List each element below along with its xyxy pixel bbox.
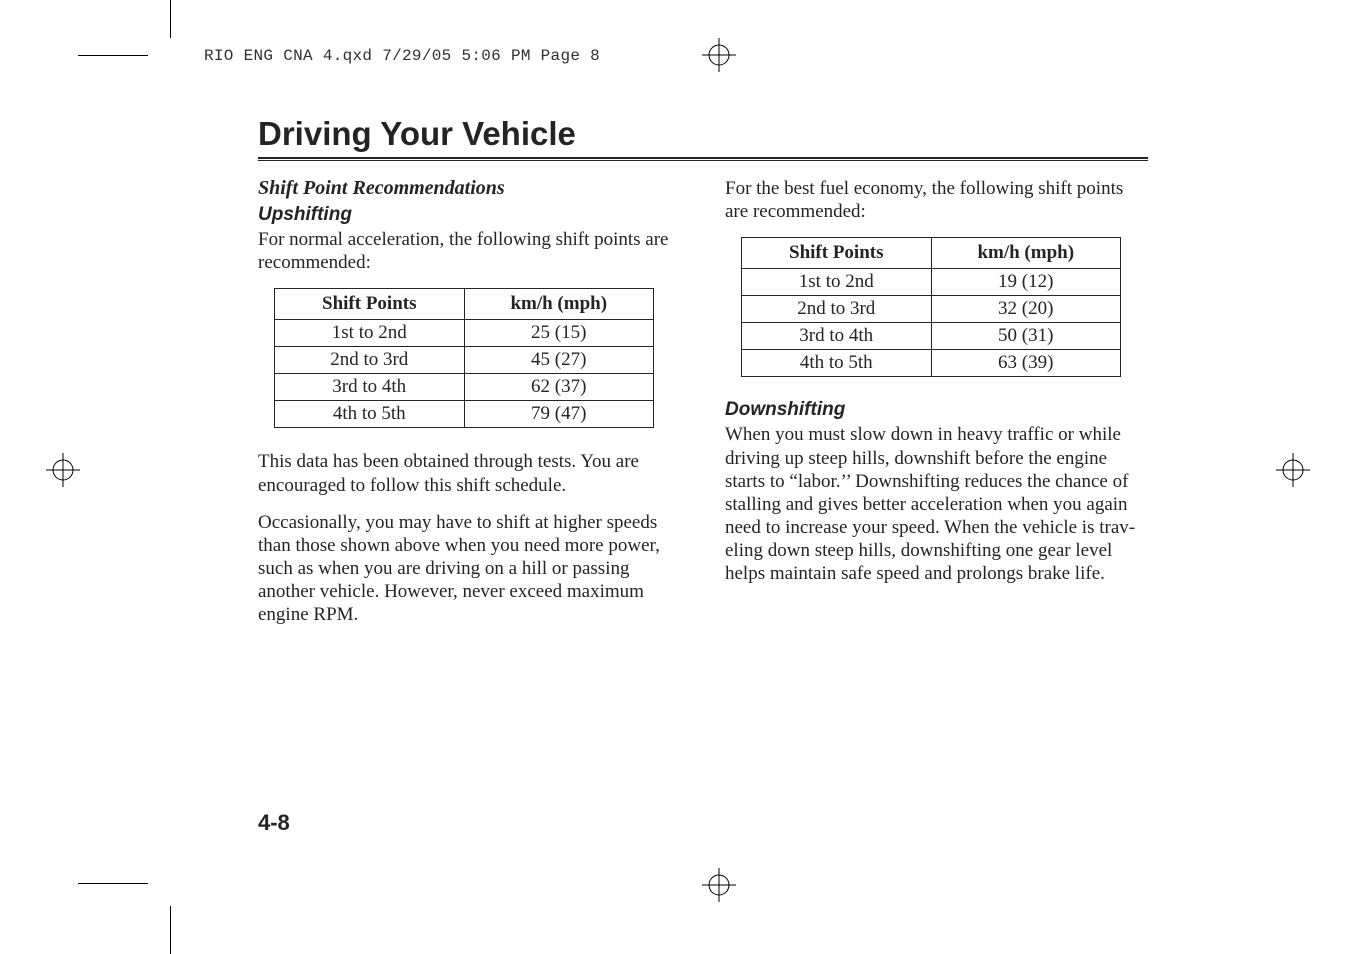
table-cell: 1st to 2nd <box>275 320 465 347</box>
right-column: For the best fuel economy, the following… <box>725 177 1148 641</box>
table-header-cell: Shift Points <box>275 289 465 320</box>
table-row: 1st to 2nd25 (15) <box>275 320 654 347</box>
table-header-row: Shift Points km/h (mph) <box>275 289 654 320</box>
table-cell: 1st to 2nd <box>742 269 932 296</box>
crop-mark <box>170 906 171 954</box>
table-row: 4th to 5th63 (39) <box>742 350 1121 377</box>
registration-mark-icon <box>702 38 736 72</box>
table-cell: 62 (37) <box>464 374 654 401</box>
subsection-heading: Downshifting <box>725 399 1148 421</box>
table-cell: 2nd to 3rd <box>742 296 932 323</box>
table-row: 2nd to 3rd45 (27) <box>275 347 654 374</box>
crop-mark <box>170 0 171 38</box>
crop-mark <box>78 883 148 884</box>
shift-points-table-fuel-economy: Shift Points km/h (mph) 1st to 2nd19 (12… <box>741 237 1121 377</box>
page-title: Driving Your Vehicle <box>258 115 1148 153</box>
table-cell: 3rd to 4th <box>742 323 932 350</box>
body-paragraph: When you must slow down in heavy traffic… <box>725 423 1148 585</box>
body-paragraph: For normal acceleration, the following s… <box>258 228 681 274</box>
page-content: Driving Your Vehicle Shift Point Recomme… <box>258 115 1148 641</box>
crop-mark <box>78 55 148 56</box>
table-cell: 3rd to 4th <box>275 374 465 401</box>
shift-points-table-normal: Shift Points km/h (mph) 1st to 2nd25 (15… <box>274 288 654 428</box>
body-paragraph: For the best fuel economy, the following… <box>725 177 1148 223</box>
table-row: 1st to 2nd19 (12) <box>742 269 1121 296</box>
table-header-cell: Shift Points <box>742 238 932 269</box>
table-cell: 4th to 5th <box>742 350 932 377</box>
table-row: 3rd to 4th50 (31) <box>742 323 1121 350</box>
table-cell: 2nd to 3rd <box>275 347 465 374</box>
table-row: 4th to 5th79 (47) <box>275 401 654 428</box>
table-row: 3rd to 4th62 (37) <box>275 374 654 401</box>
table-cell: 25 (15) <box>464 320 654 347</box>
table-cell: 50 (31) <box>931 323 1121 350</box>
table-cell: 79 (47) <box>464 401 654 428</box>
registration-mark-icon <box>702 868 736 902</box>
table-header-cell: km/h (mph) <box>931 238 1121 269</box>
two-column-layout: Shift Point Recommendations Upshifting F… <box>258 177 1148 641</box>
registration-mark-icon <box>1276 453 1310 487</box>
table-cell: 32 (20) <box>931 296 1121 323</box>
section-heading: Shift Point Recommendations <box>258 177 681 200</box>
table-row: 2nd to 3rd32 (20) <box>742 296 1121 323</box>
print-header: RIO ENG CNA 4.qxd 7/29/05 5:06 PM Page 8 <box>204 47 600 65</box>
subsection-heading: Upshifting <box>258 204 681 226</box>
table-header-cell: km/h (mph) <box>464 289 654 320</box>
body-paragraph: This data has been obtained through test… <box>258 450 681 496</box>
table-cell: 4th to 5th <box>275 401 465 428</box>
registration-mark-icon <box>46 453 80 487</box>
table-cell: 63 (39) <box>931 350 1121 377</box>
left-column: Shift Point Recommendations Upshifting F… <box>258 177 681 641</box>
table-header-row: Shift Points km/h (mph) <box>742 238 1121 269</box>
divider <box>258 157 1148 159</box>
page-number: 4-8 <box>258 810 290 836</box>
table-cell: 19 (12) <box>931 269 1121 296</box>
body-paragraph: Occasionally, you may have to shift at h… <box>258 511 681 627</box>
divider <box>258 160 1148 161</box>
table-cell: 45 (27) <box>464 347 654 374</box>
